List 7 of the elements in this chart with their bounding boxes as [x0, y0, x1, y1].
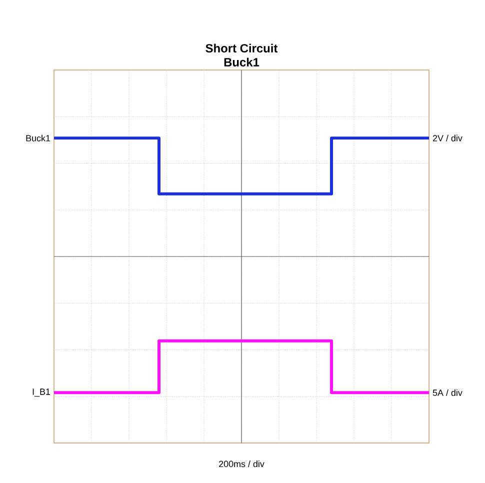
text: 5A / div [432, 389, 462, 396]
series-label: I_B1 [32, 388, 50, 397]
chart-title: Short Circuit [206, 44, 278, 53]
chart-subtitle: Buck1 [224, 58, 260, 66]
text: 200ms / div [219, 460, 264, 468]
text: 2V / div [432, 134, 462, 142]
series-label: Buck1 [26, 134, 50, 142]
